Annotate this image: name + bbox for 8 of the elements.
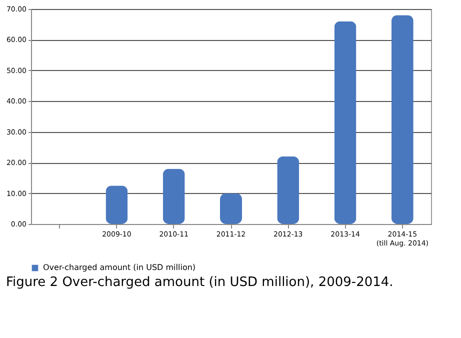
- bar: [220, 193, 242, 224]
- bar: [277, 156, 300, 224]
- bar: [334, 21, 356, 224]
- bar: [391, 15, 414, 224]
- text: Figure 2 Over-charged amount (in USD million), 2009-2014.: [6, 275, 394, 290]
- bar: [162, 168, 185, 224]
- bar: [106, 186, 128, 224]
- legend-label: Over-charged amount (in USD million): [43, 263, 196, 272]
